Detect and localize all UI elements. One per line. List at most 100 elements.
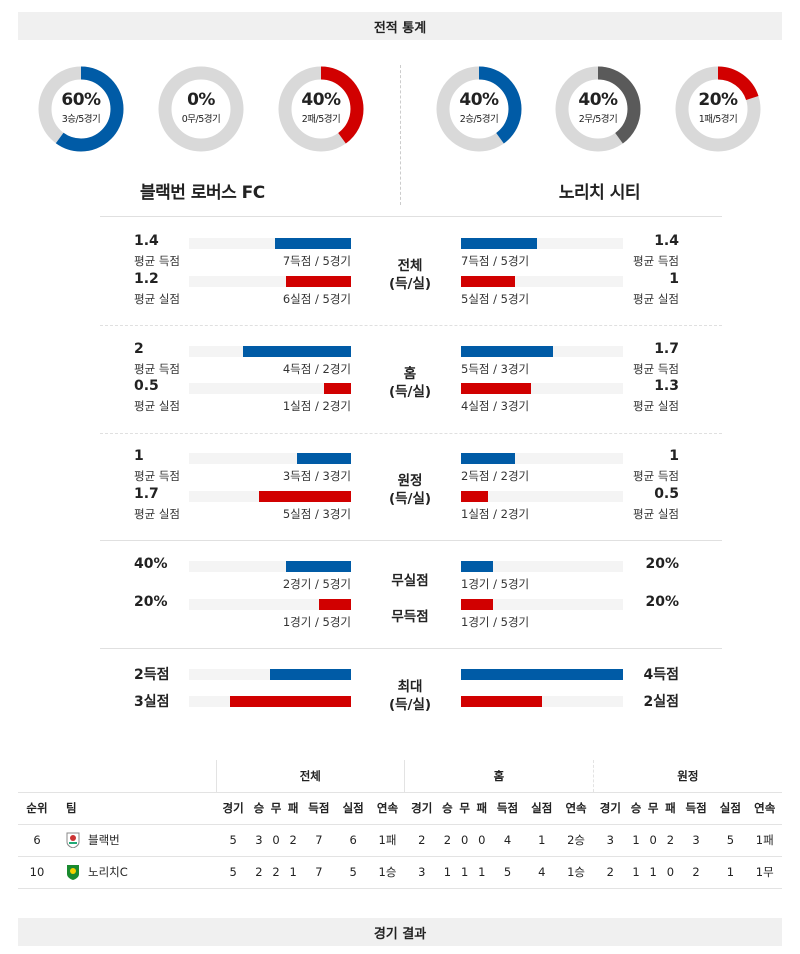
donut-subtext: 2승/5경기 — [459, 114, 499, 125]
column-header: 실점 — [342, 801, 364, 815]
donut-ring — [158, 66, 244, 152]
table-cell: 4 — [503, 833, 512, 847]
column-header: 승 — [253, 801, 265, 815]
away-bar — [461, 696, 542, 707]
table-group-header: 전체 홈 원정 — [18, 760, 782, 792]
away-stat-value: 1.4 — [654, 233, 679, 249]
home-stat-value: 1.7 — [134, 486, 159, 502]
home-bar — [243, 346, 351, 357]
table-cell: 1 — [443, 865, 452, 879]
away-bar — [461, 453, 515, 464]
section-label: (득/실) — [388, 697, 432, 713]
away-bar — [461, 383, 532, 394]
column-header: 경기 — [411, 801, 433, 815]
away-stat-detail: 2득점 / 2경기 — [461, 469, 530, 483]
home-stat-detail: 2경기 / 5경기 — [282, 577, 351, 591]
home-bar-track — [189, 383, 351, 394]
away-stat-value: 20% — [645, 594, 679, 610]
home-bar-track — [189, 346, 351, 357]
column-header: 승 — [630, 801, 642, 815]
home-stat-detail: 3득점 / 3경기 — [282, 469, 351, 483]
blackburn-logo-icon — [66, 832, 80, 849]
away-bar-track — [461, 383, 623, 394]
section-label: 홈 — [403, 366, 417, 382]
table-cell: 0 — [478, 833, 486, 847]
table-cell: 2 — [272, 865, 280, 879]
away-team-name: 노리치 시티 — [558, 183, 641, 203]
table-cell: 3 — [418, 865, 426, 879]
home-stat-detail: 1실점 / 2경기 — [282, 399, 351, 413]
away-stat-value: 0.5 — [654, 486, 679, 502]
column-header: 실점 — [531, 801, 553, 815]
column-header: 무 — [459, 801, 470, 815]
section-label: 무실점 — [391, 573, 429, 589]
donut-percent: 40% — [459, 90, 499, 110]
column-header: 경기 — [222, 801, 244, 815]
away-team-donut: 40% 2승/5경기 — [436, 66, 522, 152]
home-bar — [318, 599, 351, 610]
away-stat-detail: 1실점 / 2경기 — [461, 507, 530, 521]
home-stat-label: 평균 실점 — [134, 292, 180, 306]
table-cell: 6 — [349, 833, 357, 847]
team-name[interactable]: 블랙번 — [88, 832, 120, 847]
away-bar-track — [461, 453, 623, 464]
home-stat-label: 평균 득점 — [134, 254, 180, 268]
away-stat-label: 평균 득점 — [633, 254, 679, 268]
table-cell: 3 — [606, 833, 614, 847]
home-stat-detail: 1경기 / 5경기 — [282, 615, 351, 629]
table-cell: 7 — [315, 865, 323, 879]
table-cell: 2 — [666, 833, 675, 847]
away-stat-value: 20% — [645, 556, 679, 572]
home-bar — [297, 453, 351, 464]
section-divider — [100, 540, 722, 541]
section-label: 원정 — [397, 473, 423, 489]
table-cell: 1 — [632, 865, 640, 879]
donut-percent: 40% — [301, 90, 341, 110]
donut-ring — [675, 66, 761, 152]
home-bar — [259, 491, 351, 502]
table-cell: 1 — [289, 865, 297, 879]
home-bar — [229, 696, 351, 707]
column-header: 팀 — [66, 801, 77, 815]
table-cell: 3 — [692, 833, 700, 847]
table-cell: 1 — [726, 865, 735, 879]
away-bar — [461, 346, 553, 357]
table-cell: 1패 — [378, 833, 397, 847]
table-cell: 0 — [666, 865, 675, 879]
away-stat-label: 평균 실점 — [633, 292, 679, 306]
table-row[interactable]: 10 노리치C 5 2 2 1 7 5 1승 3 1 1 1 5 4 1승 2 1 1 0 2 1 1무 — [18, 856, 782, 888]
team-name[interactable]: 노리치C — [88, 864, 128, 879]
donut-fill — [436, 66, 522, 152]
results-header: 경기 결과 — [18, 918, 782, 946]
donut-subtext: 0무/5경기 — [181, 114, 221, 125]
table-cell: 2 — [289, 833, 297, 847]
section-label: (득/실) — [388, 491, 432, 507]
table-cell: 1승 — [378, 865, 397, 879]
home-stat-label: 평균 실점 — [134, 399, 180, 413]
table-row[interactable]: 6 블랙번 5 3 0 2 7 6 1패 2 2 0 0 4 1 2승 3 1 0 2 3 5 1패 — [18, 824, 782, 856]
home-stat-value: 1.4 — [134, 233, 159, 249]
home-stat-value: 1 — [134, 448, 144, 464]
column-header: 경기 — [599, 801, 621, 815]
table-group-0: 전체 — [216, 760, 406, 792]
column-header: 승 — [442, 801, 453, 815]
table-cell: 1승 — [567, 865, 585, 879]
home-bar — [286, 561, 351, 572]
home-stat-value: 40% — [134, 556, 168, 572]
home-stat-label: 평균 실점 — [134, 507, 180, 521]
column-header: 패 — [287, 801, 299, 815]
away-stat-value: 1.3 — [654, 378, 679, 394]
table-cell: 2 — [692, 865, 700, 879]
table-cell: 5 — [726, 833, 735, 847]
home-bar-track — [189, 491, 351, 502]
home-bar — [324, 383, 351, 394]
section-label: 전체 — [397, 258, 423, 274]
away-stat-detail: 5실점 / 5경기 — [461, 292, 530, 306]
away-team-donut: 40% 2무/5경기 — [555, 66, 641, 152]
section-divider — [100, 325, 722, 326]
donut-fill — [38, 66, 124, 152]
table-cell: 7 — [315, 833, 323, 847]
away-stat-value: 4득점 — [643, 667, 679, 683]
table-cell: 1패 — [755, 833, 774, 847]
donut-ring — [555, 66, 641, 152]
